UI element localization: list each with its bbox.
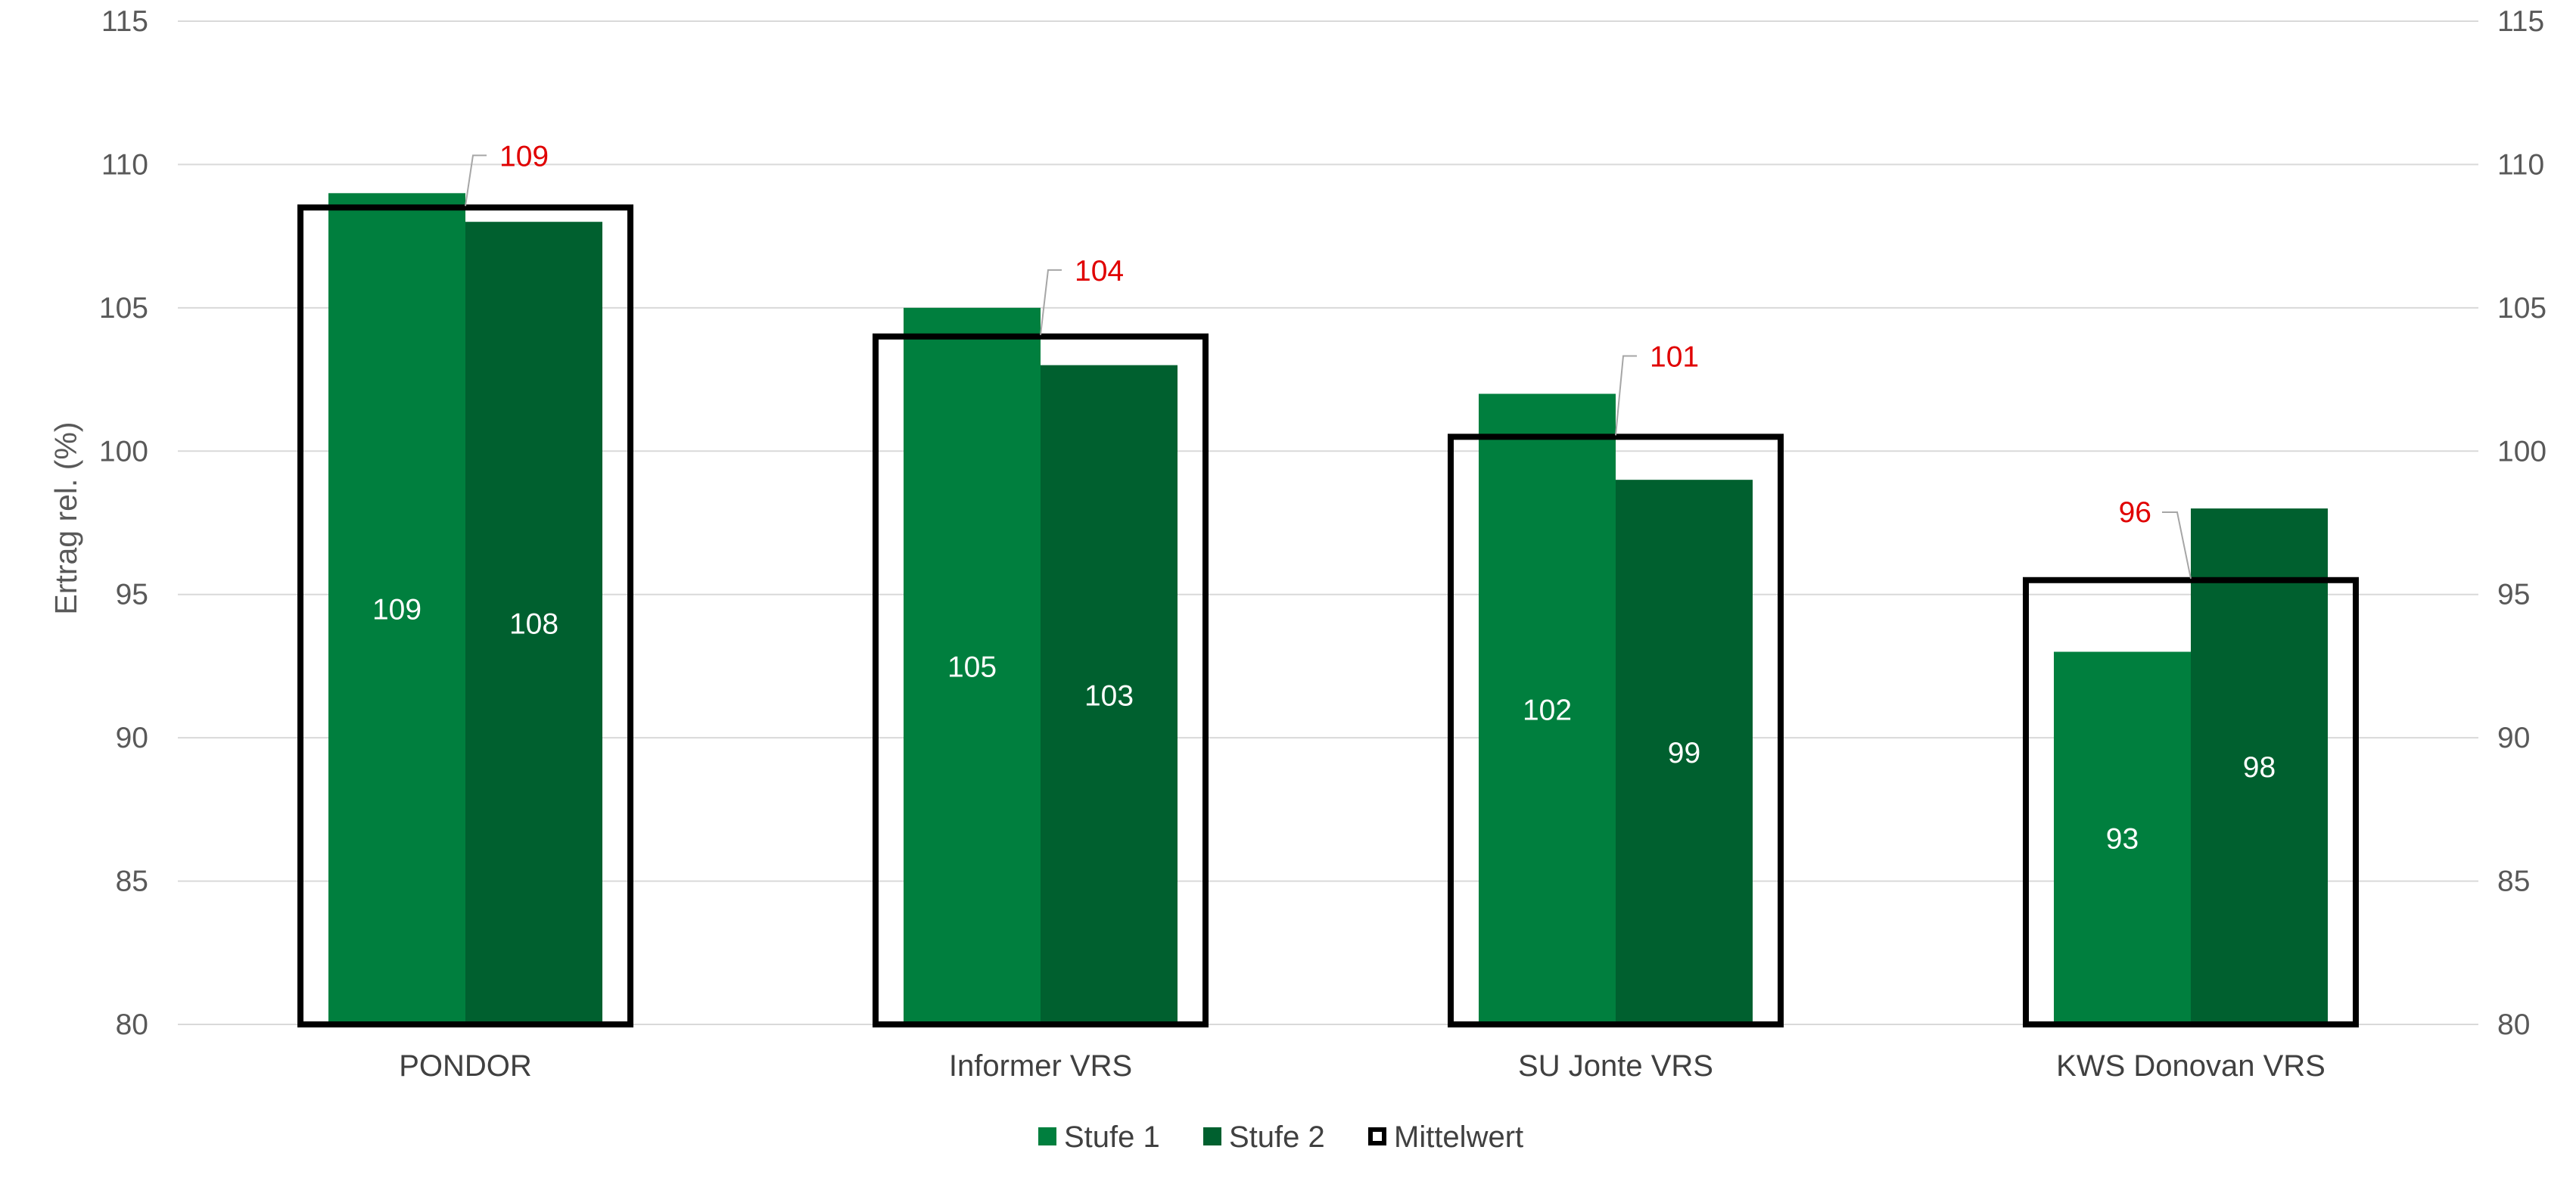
mean-label-2: 101 (1650, 341, 1699, 374)
x-axis-categories: PONDOR Informer VRS SU Jonte VRS KWS Donova… (399, 1049, 2326, 1083)
bar-label-1-2: 102 (1523, 694, 1572, 726)
y-tick-left-95: 95 (116, 579, 148, 611)
bar-label-1-1: 105 (947, 651, 997, 683)
mean-boxes: 109 104 101 96 (297, 140, 2359, 1027)
legend: Stufe 1 Stufe 2 Mittelwert (1038, 1120, 1523, 1154)
bar-label-2-0: 108 (509, 608, 558, 641)
y-tick-right-90: 90 (2497, 722, 2530, 754)
y-axis-label: Ertrag rel. (%) (48, 421, 83, 614)
mean-label-3: 96 (2119, 496, 2151, 529)
y-tick-right-110: 110 (2497, 148, 2544, 181)
y-tick-left-105: 105 (99, 292, 148, 325)
y-tick-left-90: 90 (116, 722, 148, 754)
y-tick-left-80: 80 (116, 1009, 148, 1041)
mean-box-0 (297, 204, 633, 1027)
bar-label-1-0: 109 (372, 594, 422, 626)
legend-label-1: Stufe 2 (1229, 1120, 1325, 1154)
y-tick-left-110: 110 (101, 148, 148, 181)
mean-leader-3 (2162, 511, 2192, 579)
bar-2-3 (2191, 508, 2328, 1024)
y-tick-right-85: 85 (2497, 866, 2530, 898)
y-tick-right-100: 100 (2497, 435, 2546, 468)
y-tick-right-80: 80 (2497, 1009, 2530, 1041)
legend-swatch-1 (1203, 1127, 1221, 1145)
bar-label-1-3: 93 (2106, 823, 2139, 856)
mean-label-1: 104 (1075, 255, 1124, 288)
bar-1-0 (328, 193, 465, 1024)
category-label-2: SU Jonte VRS (1518, 1049, 1713, 1083)
category-label-3: KWS Donovan VRS (2056, 1049, 2326, 1083)
bar-2-1 (1041, 365, 1178, 1025)
bar-1-2 (1479, 393, 1616, 1024)
legend-swatch-2 (1368, 1127, 1386, 1145)
legend-label-0: Stufe 1 (1064, 1120, 1160, 1154)
y-axis-left: 80 85 90 95 100 105 110 115 (99, 5, 148, 1041)
y-tick-right-115: 115 (2497, 5, 2544, 38)
bar-label-2-2: 99 (1668, 737, 1700, 769)
mean-box-1 (873, 333, 1209, 1027)
mean-box-3 (2023, 577, 2359, 1027)
legend-swatch-0 (1038, 1127, 1056, 1145)
y-axis-right: 80 85 90 95 100 105 110 115 (2497, 5, 2546, 1041)
bar-1-1 (904, 307, 1041, 1024)
bar-label-2-3: 98 (2243, 751, 2276, 784)
legend-label-2: Mittelwert (1394, 1120, 1523, 1154)
bars: 109 108 105 103 102 99 93 98 (328, 193, 2328, 1025)
mean-box-2 (1448, 434, 1784, 1027)
bar-1-3 (2054, 651, 2191, 1024)
mean-leader-1 (1040, 269, 1062, 335)
bar-2-2 (1616, 480, 1753, 1024)
y-tick-right-95: 95 (2497, 579, 2530, 611)
y-tick-left-100: 100 (99, 435, 148, 468)
y-tick-left-85: 85 (116, 866, 148, 898)
y-tick-left-115: 115 (101, 5, 148, 38)
category-label-0: PONDOR (399, 1049, 532, 1083)
bar-label-2-1: 103 (1084, 679, 1134, 712)
y-tick-right-105: 105 (2497, 292, 2546, 325)
mean-leader-2 (1615, 355, 1637, 436)
category-label-1: Informer VRS (949, 1049, 1132, 1083)
mean-leader-0 (465, 154, 487, 207)
bar-2-0 (465, 222, 602, 1025)
mean-label-0: 109 (499, 140, 549, 173)
